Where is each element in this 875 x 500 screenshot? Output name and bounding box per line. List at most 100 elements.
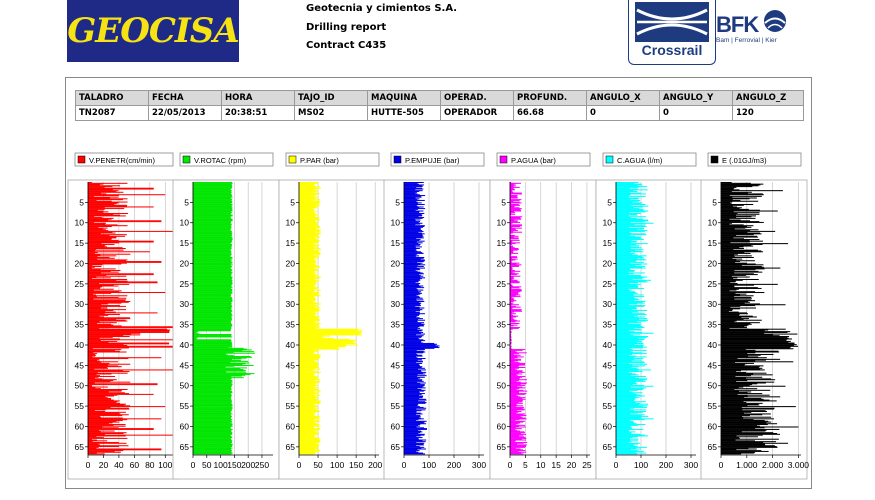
bar <box>299 197 317 199</box>
bar <box>404 404 419 406</box>
legend-label: P.AGUA (bar) <box>511 156 556 165</box>
bar <box>193 364 243 366</box>
bar <box>721 357 767 359</box>
bar <box>721 195 762 197</box>
bar <box>193 450 232 452</box>
bar <box>510 349 523 351</box>
bar <box>88 419 123 421</box>
bar <box>616 397 636 399</box>
bar <box>88 320 128 322</box>
bar <box>299 294 318 296</box>
bar <box>721 430 766 432</box>
bar <box>88 353 95 355</box>
bar <box>404 321 418 323</box>
bar <box>299 416 320 418</box>
bar <box>721 446 778 448</box>
bar <box>721 370 741 372</box>
bar <box>88 296 119 298</box>
bar <box>299 362 318 364</box>
bar <box>721 434 763 436</box>
bar <box>616 346 647 348</box>
y-tick-label: 35 <box>497 320 507 330</box>
bar <box>88 239 112 241</box>
bar <box>510 251 514 253</box>
bar <box>510 198 512 200</box>
bar <box>193 441 233 443</box>
bar <box>510 353 519 355</box>
bar <box>721 212 760 214</box>
bar <box>299 375 314 377</box>
bar <box>404 443 424 445</box>
bar <box>193 373 251 375</box>
bar <box>299 239 317 241</box>
bar <box>404 302 422 304</box>
bar <box>721 286 735 288</box>
bar <box>193 423 233 425</box>
bar <box>721 187 735 189</box>
bar <box>616 352 642 354</box>
bar <box>721 197 757 199</box>
bar <box>721 327 730 329</box>
bar <box>299 319 320 321</box>
bar <box>88 327 173 329</box>
bar <box>88 331 170 333</box>
bar <box>299 199 314 201</box>
bar <box>88 428 154 430</box>
bar <box>616 225 645 227</box>
bar <box>404 362 423 364</box>
bar <box>616 199 631 201</box>
bar <box>404 186 423 188</box>
bar <box>510 366 519 368</box>
bar <box>193 256 233 258</box>
bar <box>404 229 421 231</box>
bar <box>193 182 233 184</box>
bar <box>299 440 321 442</box>
bar <box>721 420 769 422</box>
bar <box>616 371 643 373</box>
bar <box>510 262 520 264</box>
bar <box>88 400 120 402</box>
bar <box>299 292 319 294</box>
bar <box>88 191 124 193</box>
bar <box>510 374 517 376</box>
bar <box>299 296 316 298</box>
bar <box>510 375 518 377</box>
bar <box>404 227 421 229</box>
bar <box>721 319 762 321</box>
bar <box>404 446 420 448</box>
bar <box>721 365 764 367</box>
bfk-text: BFK <box>716 12 759 37</box>
bar <box>193 375 242 377</box>
bar <box>299 314 315 316</box>
bar <box>299 375 317 377</box>
y-tick-label: 60 <box>497 421 507 431</box>
bar <box>721 371 746 373</box>
y-tick-label: 35 <box>708 320 718 330</box>
bar <box>404 417 421 419</box>
bar <box>510 312 513 314</box>
bar <box>510 414 524 416</box>
bar <box>404 354 423 356</box>
bar <box>299 299 316 301</box>
bar <box>88 282 158 284</box>
y-tick-label: 55 <box>391 401 401 411</box>
y-tick-label: 25 <box>75 279 85 289</box>
bar <box>616 251 644 253</box>
bar <box>616 237 641 239</box>
bar <box>721 367 763 369</box>
bar <box>88 241 154 243</box>
bar <box>616 283 630 285</box>
bar <box>88 351 127 353</box>
bar <box>193 288 233 290</box>
bar <box>88 435 126 437</box>
bar <box>616 398 636 400</box>
bar <box>721 361 794 363</box>
x-tick-label: 150 <box>227 460 241 470</box>
bar <box>299 238 318 240</box>
bar <box>616 442 641 444</box>
bar <box>88 210 104 212</box>
bar <box>299 217 320 219</box>
bfk-subtitle: Bam | Ferrovial | Kier <box>716 37 777 44</box>
bar <box>404 190 423 192</box>
bar <box>510 240 513 242</box>
